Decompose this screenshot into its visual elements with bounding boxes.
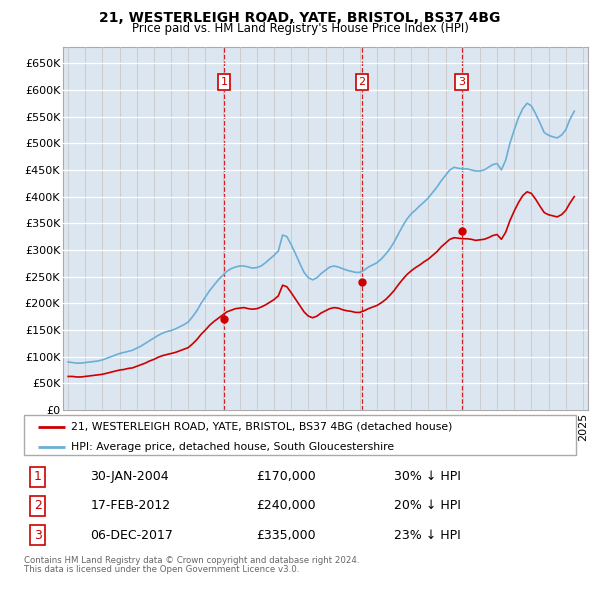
Text: 21, WESTERLEIGH ROAD, YATE, BRISTOL, BS37 4BG: 21, WESTERLEIGH ROAD, YATE, BRISTOL, BS3… bbox=[100, 11, 500, 25]
FancyBboxPatch shape bbox=[24, 415, 576, 455]
Text: HPI: Average price, detached house, South Gloucestershire: HPI: Average price, detached house, Sout… bbox=[71, 442, 394, 452]
Text: 1: 1 bbox=[220, 77, 227, 87]
Text: 06-DEC-2017: 06-DEC-2017 bbox=[90, 529, 173, 542]
Text: Price paid vs. HM Land Registry's House Price Index (HPI): Price paid vs. HM Land Registry's House … bbox=[131, 22, 469, 35]
Text: £335,000: £335,000 bbox=[256, 529, 316, 542]
Text: £240,000: £240,000 bbox=[256, 499, 316, 513]
Text: 20% ↓ HPI: 20% ↓ HPI bbox=[394, 499, 461, 513]
Text: Contains HM Land Registry data © Crown copyright and database right 2024.: Contains HM Land Registry data © Crown c… bbox=[24, 556, 359, 565]
Text: 30% ↓ HPI: 30% ↓ HPI bbox=[394, 470, 461, 483]
Text: 23% ↓ HPI: 23% ↓ HPI bbox=[394, 529, 461, 542]
Text: 2: 2 bbox=[358, 77, 365, 87]
Text: 3: 3 bbox=[458, 77, 465, 87]
Text: £170,000: £170,000 bbox=[256, 470, 316, 483]
Text: This data is licensed under the Open Government Licence v3.0.: This data is licensed under the Open Gov… bbox=[24, 565, 299, 573]
Text: 17-FEB-2012: 17-FEB-2012 bbox=[90, 499, 170, 513]
Text: 30-JAN-2004: 30-JAN-2004 bbox=[90, 470, 169, 483]
Text: 1: 1 bbox=[34, 470, 42, 483]
Text: 2: 2 bbox=[34, 499, 42, 513]
Text: 21, WESTERLEIGH ROAD, YATE, BRISTOL, BS37 4BG (detached house): 21, WESTERLEIGH ROAD, YATE, BRISTOL, BS3… bbox=[71, 422, 452, 432]
Text: 3: 3 bbox=[34, 529, 42, 542]
